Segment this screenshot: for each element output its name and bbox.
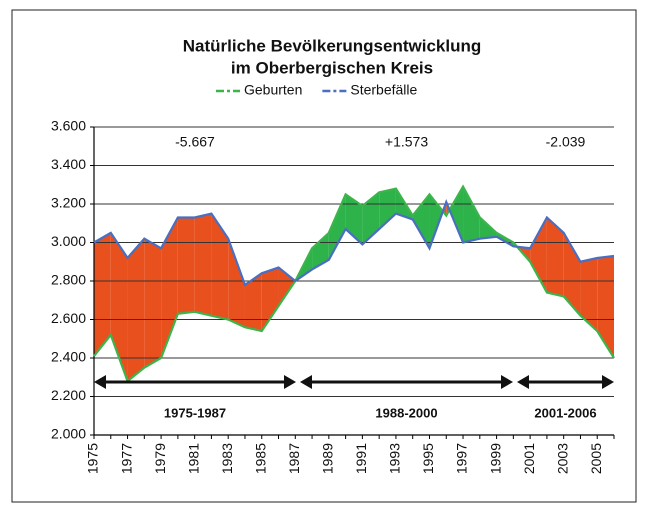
y-tick-label: 2.200 [51, 387, 86, 403]
y-tick-label: 3.600 [51, 118, 86, 134]
period-balance: -5.667 [175, 134, 215, 150]
x-tick-label: 1999 [487, 443, 503, 474]
y-tick-label: 2.800 [51, 272, 86, 288]
arrow-head [300, 375, 312, 389]
y-tick-label: 2.600 [51, 310, 86, 326]
x-tick-label: 1975 [85, 443, 101, 474]
x-tick-label: 2005 [588, 443, 604, 474]
period-balance: +1.573 [385, 134, 428, 150]
arrow-head [517, 375, 529, 389]
y-tick-label: 2.400 [51, 349, 86, 365]
gap-area [177, 217, 195, 314]
gap-area [563, 232, 581, 316]
arrow-head [501, 375, 513, 389]
x-tick-label: 1981 [185, 443, 201, 474]
period-label: 1975-1987 [164, 405, 226, 420]
gap-area [144, 238, 162, 368]
x-tick-label: 1987 [286, 443, 302, 474]
gap-area [127, 238, 145, 382]
gap-area [211, 213, 229, 320]
gap-area [449, 186, 464, 243]
period-balance: -2.039 [546, 134, 586, 150]
y-tick-label: 3.400 [51, 156, 86, 172]
x-tick-label: 1991 [353, 443, 369, 474]
gap-area [244, 273, 262, 332]
gap-area [228, 238, 245, 328]
gap-area [463, 186, 480, 243]
gap-area [530, 217, 547, 293]
period-label: 1988-2000 [375, 405, 437, 420]
y-tick-label: 3.000 [51, 233, 86, 249]
chart-subtitle: im Oberbergischen Kreis [231, 58, 433, 77]
arrow-head [94, 375, 106, 389]
period-label: 2001-2006 [534, 405, 596, 420]
gap-area [94, 232, 111, 357]
gap-area [546, 217, 564, 297]
gap-area [194, 213, 212, 316]
series-line [93, 184, 615, 383]
gap-area [278, 267, 296, 307]
x-tick-label: 1979 [152, 443, 168, 474]
gap-area [379, 188, 396, 230]
x-tick-label: 1983 [219, 443, 235, 474]
x-tick-label: 1993 [387, 443, 403, 474]
legend-label: Sterbefälle [350, 82, 417, 98]
gap-area [580, 257, 598, 332]
arrow-head [284, 375, 296, 389]
x-tick-label: 1985 [252, 443, 268, 474]
series-line [93, 199, 615, 287]
x-tick-label: 1989 [320, 443, 336, 474]
gap-area [261, 267, 279, 332]
arrow-head [602, 375, 614, 389]
legend-label: Geburten [244, 82, 302, 98]
gap-area [412, 194, 430, 249]
x-tick-label: 2001 [521, 443, 537, 474]
x-tick-label: 2003 [554, 443, 570, 474]
x-tick-label: 1977 [118, 443, 134, 474]
y-tick-label: 2.000 [51, 426, 86, 442]
gap-area [328, 194, 346, 260]
x-tick-label: 1997 [454, 443, 470, 474]
x-tick-label: 1995 [420, 443, 436, 474]
y-tick-label: 3.200 [51, 195, 86, 211]
chart-title: Natürliche Bevölkerungsentwicklung [183, 36, 482, 55]
